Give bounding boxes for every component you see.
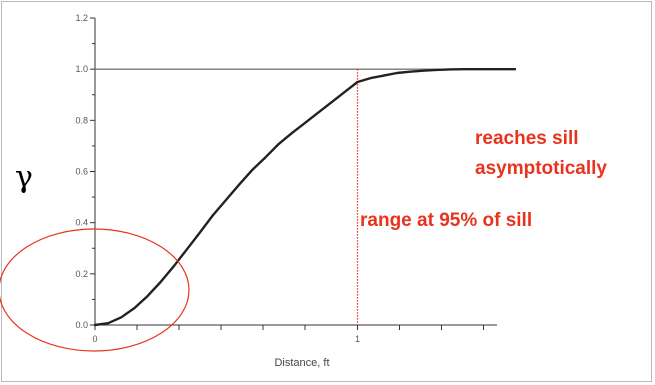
variogram-curve [93, 68, 517, 327]
y-tick-label: 0.8 [75, 115, 88, 125]
y-tick-label: 0.0 [75, 320, 88, 330]
x-tick-label: 0 [92, 334, 97, 344]
annotation-asymptotically: asymptotically [475, 158, 607, 179]
y-tick-label: 0.2 [75, 269, 88, 279]
y-axis-label: γ [15, 160, 33, 195]
axes [94, 18, 497, 326]
x-tick-label: 1 [355, 334, 360, 344]
highlight-ellipse [0, 228, 190, 352]
y-tick-label: 1.2 [75, 13, 88, 23]
x-axis-label: Distance, ft [274, 357, 329, 369]
annotation-range: range at 95% of sill [360, 210, 532, 231]
annotation-reaches-sill: reaches sill [475, 128, 579, 149]
series-group [93, 68, 517, 327]
y-tick-label: 1.0 [75, 64, 88, 74]
y-tick-label: 0.4 [75, 218, 88, 228]
y-tick-label: 0.6 [75, 167, 88, 177]
ticks: 0.0 0.2 0.4 0.6 0.8 1.0 1.2 0 1 [75, 13, 484, 344]
